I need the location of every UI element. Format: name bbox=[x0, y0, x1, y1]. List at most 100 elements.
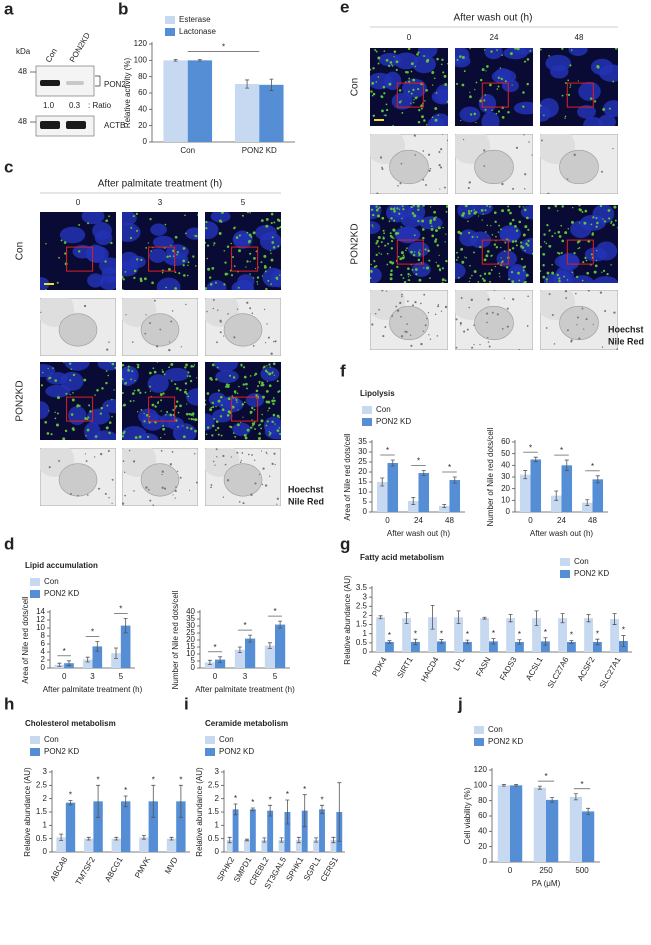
legend-swatch bbox=[30, 578, 40, 586]
y-tick-label: 10 bbox=[501, 495, 510, 504]
lipid-dot bbox=[402, 254, 405, 257]
inset-dot bbox=[144, 332, 147, 335]
lipid-dot bbox=[384, 244, 387, 247]
lipid-dot bbox=[276, 226, 280, 230]
lipid-dot bbox=[497, 110, 501, 113]
bar bbox=[569, 796, 582, 862]
x-tick-label: 3 bbox=[90, 672, 95, 681]
lipid-dot bbox=[149, 217, 152, 221]
lipid-dot bbox=[403, 280, 407, 283]
error-bar bbox=[268, 804, 273, 817]
lipid-dot bbox=[136, 411, 139, 413]
inset-dot bbox=[168, 341, 171, 343]
error-bar bbox=[442, 504, 447, 508]
error-bar bbox=[320, 804, 325, 814]
lipid-dot bbox=[423, 267, 425, 269]
lipid-dot bbox=[401, 111, 404, 114]
chart-title: Lipolysis bbox=[360, 389, 395, 398]
lipid-dot bbox=[377, 207, 380, 210]
bar bbox=[120, 625, 131, 668]
lipid-dot bbox=[188, 375, 192, 378]
lipid-dot bbox=[387, 64, 391, 68]
inset-dot bbox=[276, 497, 279, 500]
lipid-dot bbox=[407, 48, 411, 50]
y-tick-label: 0.5 bbox=[356, 638, 368, 647]
lipid-dot bbox=[554, 232, 556, 235]
y-tick-label: 4 bbox=[41, 647, 46, 656]
lipid-dot bbox=[135, 212, 138, 215]
inset-dot bbox=[438, 164, 441, 167]
error-bar bbox=[337, 782, 342, 842]
lipid-dot bbox=[414, 96, 418, 100]
panel-letter: a bbox=[4, 0, 14, 18]
lipid-dot bbox=[243, 434, 247, 437]
lipid-dot bbox=[165, 286, 167, 289]
lipid-dot bbox=[273, 399, 276, 402]
lipid-dot bbox=[370, 277, 372, 280]
lipid-dot bbox=[543, 114, 545, 117]
lipid-dot bbox=[255, 389, 259, 393]
inset-dot bbox=[276, 503, 278, 505]
inset-dot bbox=[210, 486, 212, 489]
error-bar bbox=[267, 642, 272, 649]
lipid-dot bbox=[401, 205, 404, 208]
lipid-dot bbox=[231, 405, 235, 409]
lipid-dot bbox=[56, 396, 60, 400]
inset-dot bbox=[400, 162, 403, 165]
lipid-dot bbox=[417, 220, 420, 223]
lipid-dot bbox=[464, 205, 468, 208]
lipid-dot bbox=[500, 246, 502, 249]
y-tick-label: 2 bbox=[41, 655, 46, 664]
lipid-dot bbox=[277, 245, 280, 248]
inset-dot bbox=[85, 460, 88, 462]
legend-label: PON2 KD bbox=[376, 417, 411, 426]
lipid-dot bbox=[261, 275, 264, 277]
band bbox=[66, 121, 86, 129]
significance-label: * bbox=[448, 463, 451, 472]
inset-dot bbox=[273, 452, 276, 455]
inset-dot bbox=[501, 182, 504, 186]
lipid-dot bbox=[442, 71, 445, 74]
significance-label: * bbox=[544, 772, 547, 781]
inset-dot bbox=[163, 487, 167, 490]
lipid-dot bbox=[130, 378, 133, 381]
lipid-dot bbox=[494, 265, 496, 268]
inset-dot bbox=[84, 453, 87, 455]
zoom-image bbox=[455, 290, 533, 350]
y-tick-label: 15 bbox=[186, 642, 195, 651]
inset-dot bbox=[108, 497, 110, 499]
lipid-dot bbox=[390, 269, 393, 273]
error-bar bbox=[569, 640, 574, 644]
lipid-dot bbox=[470, 210, 473, 213]
lipid-dot bbox=[174, 235, 178, 239]
lipid-dot bbox=[564, 231, 568, 235]
lipid-dot bbox=[398, 101, 402, 104]
significance-label: * bbox=[466, 630, 469, 639]
inset-dot bbox=[77, 494, 79, 497]
lipid-dot bbox=[209, 283, 213, 286]
cell-image bbox=[40, 362, 116, 440]
lipid-dot bbox=[390, 247, 394, 250]
lipid-dot bbox=[407, 276, 410, 278]
lipid-dot bbox=[444, 241, 446, 243]
lipid-dot bbox=[607, 209, 611, 212]
inset-dot bbox=[106, 348, 109, 351]
lipid-dot bbox=[558, 235, 562, 238]
time-label: 24 bbox=[490, 33, 499, 42]
lipid-dot bbox=[501, 116, 505, 119]
x-tick-label: 500 bbox=[575, 866, 589, 875]
lipid-dot bbox=[108, 421, 112, 424]
inset-dot bbox=[487, 298, 490, 301]
y-tick-label: 100 bbox=[474, 780, 488, 789]
y-tick-label: 2 bbox=[43, 794, 48, 803]
lipid-dot bbox=[420, 262, 423, 264]
lipid-dot bbox=[216, 366, 219, 369]
significance-label: * bbox=[234, 794, 237, 803]
lipid-dot bbox=[381, 216, 385, 220]
error-bar bbox=[514, 784, 519, 787]
lipid-dot bbox=[213, 244, 215, 246]
lipid-dot bbox=[523, 60, 527, 63]
inset-dot bbox=[440, 148, 443, 151]
error-bar bbox=[218, 656, 223, 663]
lipid-dot bbox=[578, 247, 581, 249]
